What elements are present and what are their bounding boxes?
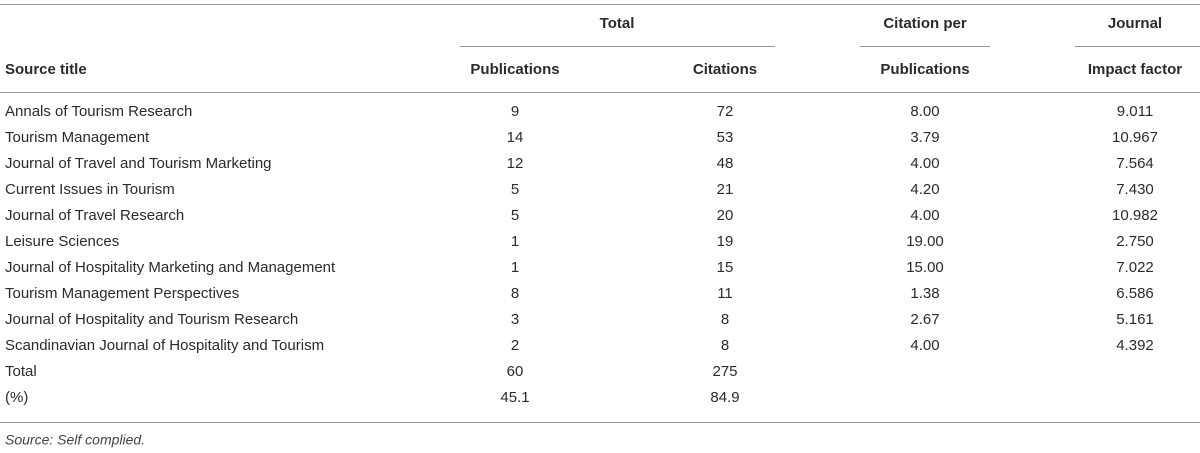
- cell: 14: [507, 129, 524, 146]
- cell: 19: [717, 233, 734, 250]
- cell: 4.00: [910, 155, 939, 172]
- column-header: Impact factor: [1088, 61, 1182, 78]
- cell: 3: [511, 311, 519, 328]
- row-label: (%): [5, 389, 28, 406]
- cell: 8: [511, 285, 519, 302]
- cell: 1: [511, 259, 519, 276]
- row-label: Journal of Travel Research: [5, 207, 184, 224]
- cell: 10.967: [1112, 129, 1158, 146]
- cell: 9.011: [1117, 103, 1153, 120]
- column-header: Publications: [880, 61, 969, 78]
- cell: 9: [511, 103, 519, 120]
- group-header: Citation per: [883, 15, 966, 32]
- cell: 4.392: [1116, 337, 1154, 354]
- cell: 60: [507, 363, 524, 380]
- cell: 2.750: [1116, 233, 1154, 250]
- cell: 48: [717, 155, 734, 172]
- cell: 20: [717, 207, 734, 224]
- cell: 5: [511, 181, 519, 198]
- row-label: Journal of Hospitality Marketing and Man…: [5, 259, 336, 276]
- cell: 4.20: [910, 181, 939, 198]
- cell: 5: [511, 207, 519, 224]
- cell: 4.00: [910, 337, 939, 354]
- column-header: Source title: [5, 61, 87, 78]
- row-label: Journal of Hospitality and Tourism Resea…: [5, 311, 298, 328]
- row-label: Leisure Sciences: [5, 233, 119, 250]
- row-label: Tourism Management Perspectives: [5, 285, 239, 302]
- cell: 11: [717, 285, 733, 302]
- cell: 15: [717, 259, 734, 276]
- cell: 21: [717, 181, 734, 198]
- group-header: Total: [600, 15, 635, 32]
- cell: 53: [717, 129, 734, 146]
- row-label: Annals of Tourism Research: [5, 103, 192, 120]
- cell: 8: [721, 311, 729, 328]
- column-header: Publications: [470, 61, 559, 78]
- cell: 5.161: [1116, 311, 1154, 328]
- cell: 7.022: [1116, 259, 1154, 276]
- cell: 19.00: [906, 233, 944, 250]
- cell: 84.9: [710, 389, 739, 406]
- cell: 275: [712, 363, 737, 380]
- cell: 4.00: [910, 207, 939, 224]
- cell: 1: [511, 233, 519, 250]
- cell: 7.564: [1116, 155, 1154, 172]
- cell: 15.00: [906, 259, 944, 276]
- row-label: Current Issues in Tourism: [5, 181, 175, 198]
- cell: 1.38: [910, 285, 939, 302]
- row-label: Tourism Management: [5, 129, 150, 146]
- source-note: Source: Self complied.: [5, 432, 145, 448]
- row-label: Scandinavian Journal of Hospitality and …: [5, 337, 324, 354]
- cell: 45.1: [500, 389, 529, 406]
- row-label: Journal of Travel and Tourism Marketing: [5, 155, 272, 172]
- group-header: Journal: [1108, 15, 1162, 32]
- row-label: Total: [5, 363, 37, 380]
- cell: 2.67: [910, 311, 939, 328]
- cell: 7.430: [1116, 181, 1154, 198]
- cell: 3.79: [910, 129, 939, 146]
- column-header: Citations: [693, 61, 757, 78]
- cell: 8.00: [910, 103, 939, 120]
- cell: 8: [721, 337, 729, 354]
- cell: 72: [717, 103, 734, 120]
- cell: 12: [507, 155, 524, 172]
- cell: 2: [511, 337, 519, 354]
- cell: 10.982: [1112, 207, 1158, 224]
- cell: 6.586: [1116, 285, 1154, 302]
